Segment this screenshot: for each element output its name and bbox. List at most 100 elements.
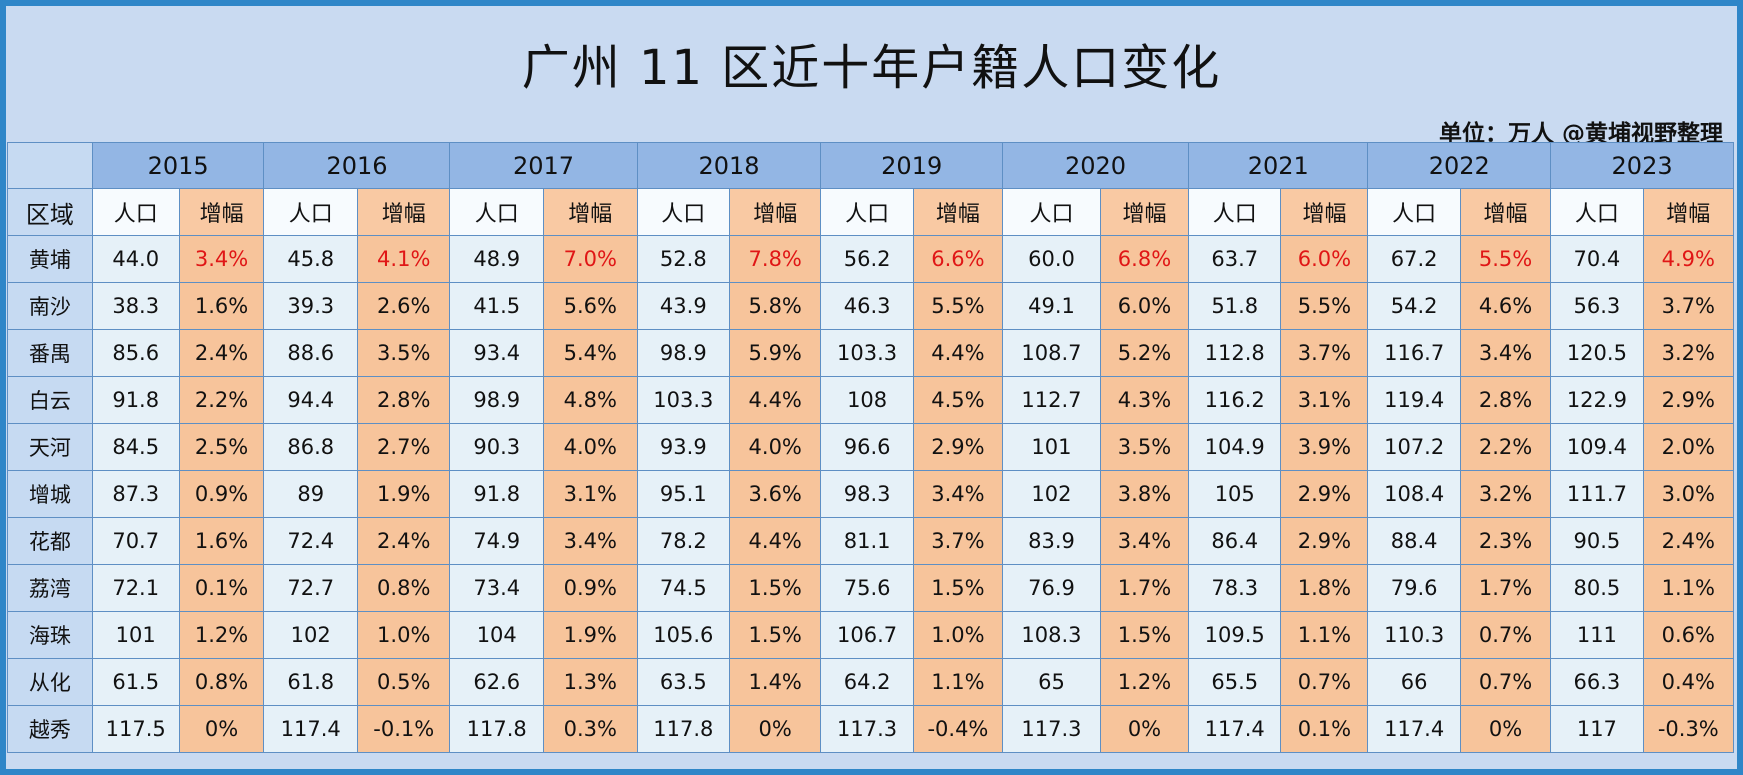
population-table: 2015 2016 2017 2018 2019 2020 2021 2022 2023 区域 …	[7, 142, 1735, 753]
table-row: 越秀 117.5 0% 117.4 -0.1% 117.8 0.3% 117.8 0% 117.3…	[7, 705, 1735, 753]
region-name: 越秀	[7, 705, 93, 753]
population-cell: 65	[1002, 658, 1101, 706]
population-cell: 74.5	[636, 564, 731, 612]
population-cell: 106.7	[820, 611, 914, 659]
population-cell: 116.2	[1188, 376, 1282, 424]
increase-cell: 1.9%	[543, 611, 638, 659]
increase-cell: 3.9%	[1280, 423, 1369, 471]
population-cell: 75.6	[820, 564, 914, 612]
population-header: 人口	[91, 188, 180, 236]
population-cell: 108.7	[1002, 329, 1101, 377]
population-cell: 116.7	[1367, 329, 1461, 377]
year-header-row: 2015 2016 2017 2018 2019 2020 2021 2022 2023	[7, 142, 1734, 189]
table-row: 番禺 85.6 2.4% 88.6 3.5% 93.4 5.4% 98.9 5.9% 103.3 4…	[7, 329, 1735, 377]
increase-cell: 3.1%	[1280, 376, 1369, 424]
population-cell: 95.1	[636, 470, 731, 518]
increase-cell: 1.1%	[1642, 564, 1735, 612]
increase-cell: 2.4%	[178, 329, 265, 377]
population-cell: 86.8	[263, 423, 358, 471]
increase-cell: 0%	[1099, 705, 1190, 753]
region-name: 增城	[7, 470, 93, 518]
increase-cell: 6.8%	[1099, 235, 1190, 283]
increase-cell: 7.0%	[543, 235, 638, 283]
increase-cell: 0.4%	[1642, 658, 1735, 706]
increase-cell: 2.8%	[1459, 376, 1552, 424]
population-cell: 85.6	[91, 329, 180, 377]
year-header-2015: 2015	[91, 142, 265, 189]
increase-cell: -0.4%	[912, 705, 1004, 753]
population-cell: 117.8	[449, 705, 545, 753]
increase-cell: 1.5%	[912, 564, 1004, 612]
increase-cell: 0.1%	[1280, 705, 1369, 753]
increase-cell: 4.4%	[729, 376, 822, 424]
population-cell: 91.8	[449, 470, 545, 518]
increase-cell: 0.3%	[543, 705, 638, 753]
population-cell: 63.5	[636, 658, 731, 706]
increase-cell: 2.9%	[1280, 470, 1369, 518]
population-header: 人口	[636, 188, 731, 236]
increase-cell: 0.8%	[356, 564, 451, 612]
increase-cell: 5.4%	[543, 329, 638, 377]
table-row: 增城 87.3 0.9% 89 1.9% 91.8 3.1% 95.1 3.6% 98.3 3.4%…	[7, 470, 1735, 518]
year-header-2018: 2018	[636, 142, 822, 189]
region-name: 白云	[7, 376, 93, 424]
increase-cell: 0%	[178, 705, 265, 753]
population-cell: 101	[1002, 423, 1101, 471]
population-cell: 108	[820, 376, 914, 424]
increase-header: 增幅	[356, 188, 451, 236]
increase-cell: 3.4%	[1459, 329, 1552, 377]
increase-cell: 3.5%	[1099, 423, 1190, 471]
population-cell: 76.9	[1002, 564, 1101, 612]
population-cell: 90.3	[449, 423, 545, 471]
increase-cell: 5.5%	[1459, 235, 1552, 283]
population-cell: 110.3	[1367, 611, 1461, 659]
population-header: 人口	[1550, 188, 1644, 236]
increase-cell: 2.7%	[356, 423, 451, 471]
population-cell: 94.4	[263, 376, 358, 424]
population-cell: 66.3	[1550, 658, 1644, 706]
increase-cell: 3.4%	[912, 470, 1004, 518]
increase-header: 增幅	[1280, 188, 1369, 236]
increase-cell: 5.6%	[543, 282, 638, 330]
population-cell: 117.3	[1002, 705, 1101, 753]
increase-cell: 2.9%	[1280, 517, 1369, 565]
increase-cell: 1.5%	[729, 611, 822, 659]
increase-cell: 3.4%	[543, 517, 638, 565]
population-cell: 111	[1550, 611, 1644, 659]
increase-cell: 1.8%	[1280, 564, 1369, 612]
increase-cell: 4.0%	[729, 423, 822, 471]
increase-cell: 0.9%	[178, 470, 265, 518]
increase-cell: 5.5%	[1280, 282, 1369, 330]
population-cell: 107.2	[1367, 423, 1461, 471]
increase-cell: 3.4%	[1099, 517, 1190, 565]
population-cell: 51.8	[1188, 282, 1282, 330]
increase-cell: 0.9%	[543, 564, 638, 612]
increase-cell: 0.7%	[1280, 658, 1369, 706]
table-row: 从化 61.5 0.8% 61.8 0.5% 62.6 1.3% 63.5 1.4% 64.2 1.…	[7, 658, 1735, 706]
table-row: 荔湾 72.1 0.1% 72.7 0.8% 73.4 0.9% 74.5 1.5% 75.6 1.…	[7, 564, 1735, 612]
population-cell: 103.3	[820, 329, 914, 377]
increase-cell: 5.9%	[729, 329, 822, 377]
header-corner	[7, 142, 93, 189]
increase-header: 增幅	[1642, 188, 1735, 236]
increase-cell: 4.6%	[1459, 282, 1552, 330]
population-cell: 60.0	[1002, 235, 1101, 283]
population-cell: 104	[449, 611, 545, 659]
increase-cell: 1.2%	[1099, 658, 1190, 706]
year-header-2021: 2021	[1188, 142, 1369, 189]
increase-cell: 3.2%	[1459, 470, 1552, 518]
increase-cell: 0.5%	[356, 658, 451, 706]
population-cell: 105	[1188, 470, 1282, 518]
increase-cell: 3.6%	[729, 470, 822, 518]
population-cell: 56.3	[1550, 282, 1644, 330]
population-cell: 70.4	[1550, 235, 1644, 283]
region-name: 从化	[7, 658, 93, 706]
increase-cell: 0%	[729, 705, 822, 753]
increase-cell: 1.5%	[1099, 611, 1190, 659]
increase-cell: 1.1%	[1280, 611, 1369, 659]
increase-cell: 1.7%	[1459, 564, 1552, 612]
increase-cell: 5.5%	[912, 282, 1004, 330]
population-cell: 78.2	[636, 517, 731, 565]
increase-cell: 0.7%	[1459, 658, 1552, 706]
increase-cell: 1.3%	[543, 658, 638, 706]
